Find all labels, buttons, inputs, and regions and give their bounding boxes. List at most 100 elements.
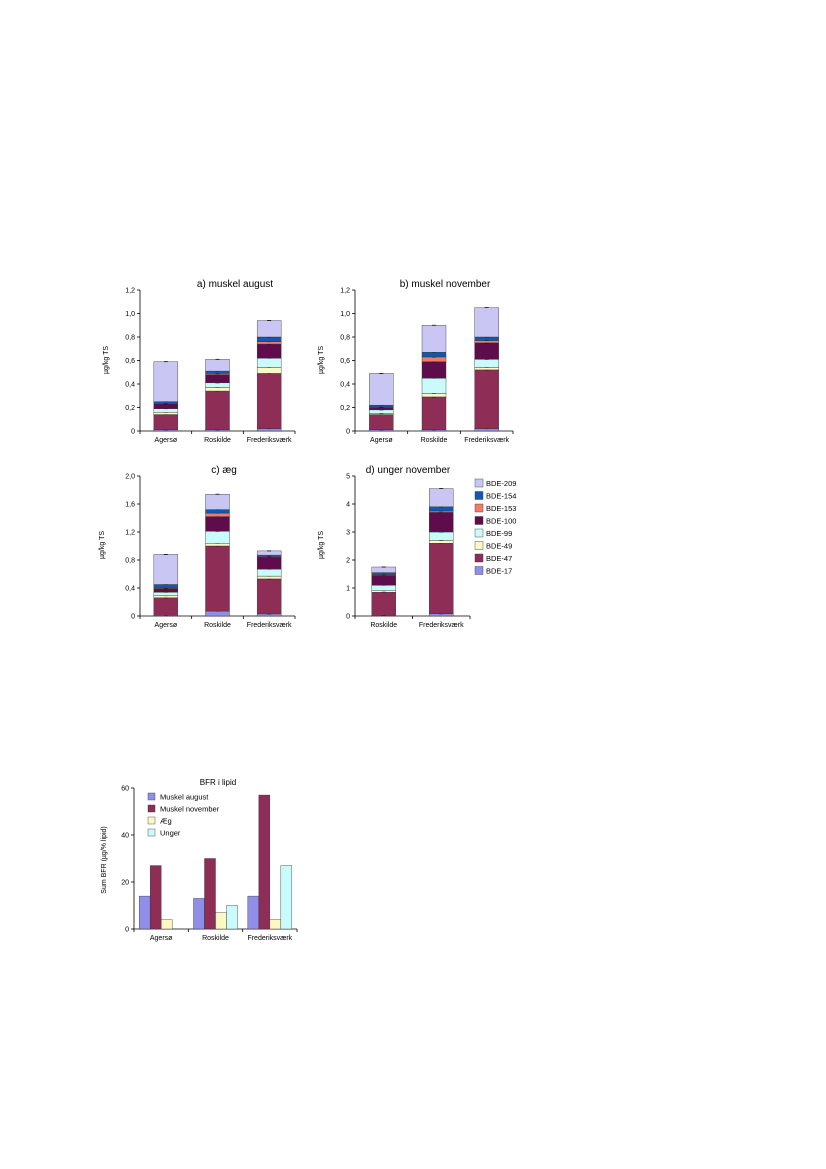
bar-segment-bde-154	[153, 584, 179, 589]
y-tick-label: 40	[121, 833, 129, 840]
bar-segment-bde-154	[256, 336, 282, 342]
bar-segment-bde-49	[429, 540, 454, 544]
legend-label: BDE-209	[486, 479, 516, 488]
y-tick-label: 0,2	[340, 405, 350, 412]
bar-muskel_november	[258, 794, 271, 930]
y-tick-label: 0,4	[125, 586, 135, 593]
bar-aeg	[269, 919, 282, 930]
y-axis-label: µg/kg TS	[318, 346, 325, 374]
bar-segment-bde-47	[153, 414, 179, 431]
bar-segment-bde-100	[429, 512, 454, 533]
bar-segment-bde-209	[205, 494, 230, 510]
bde-legend: BDE-209 BDE-154 BDE-153 BDE-100 BDE-99 BDE-49…	[474, 478, 516, 576]
bar-segment-bde-100	[153, 403, 179, 409]
legend-swatch-bde-209	[474, 478, 484, 488]
x-tick-label: Frederiksværk	[464, 437, 509, 444]
bar-segment-bde-209	[256, 320, 282, 338]
y-tick-label: 1,2	[125, 530, 135, 537]
legend-label: Muskel august	[160, 793, 209, 802]
legend-swatch-aeg	[147, 816, 156, 825]
x-tick-label: Roskilde	[204, 622, 231, 629]
bar-segment-bde-209	[153, 554, 179, 585]
legend-swatch-bde-100	[474, 516, 484, 525]
y-tick-label: 0	[131, 429, 135, 436]
y-tick-label: 0,8	[340, 335, 350, 342]
bar-segment-bde-49	[421, 393, 447, 398]
x-tick-label: Roskilde	[370, 622, 397, 629]
lipid-legend: Muskel august Muskel november Æg Unger	[147, 792, 220, 838]
legend-swatch-bde-17	[474, 566, 484, 575]
legend-swatch-unger	[147, 828, 156, 837]
chart-title: c) æg	[211, 465, 237, 476]
y-tick-label: 0	[131, 614, 135, 621]
bar-segment-bde-99	[205, 382, 230, 388]
y-tick-label: 0,4	[125, 382, 135, 389]
y-tick-label: 4	[346, 502, 350, 509]
y-tick-label: 2	[346, 558, 350, 565]
bar-segment-bde-154	[474, 336, 499, 341]
y-tick-label: 1	[346, 586, 350, 593]
legend-label: BDE-154	[486, 492, 516, 501]
legend-swatch-muskel_november	[147, 804, 156, 813]
legend-label: BDE-99	[486, 529, 512, 538]
bar-unger	[280, 865, 293, 930]
chart-title: d) unger november	[366, 465, 451, 476]
bar-segment-bde-99	[474, 359, 499, 368]
bar-aeg	[160, 919, 173, 930]
legend-label: Æg	[160, 817, 172, 826]
bar-segment-bde-47	[205, 390, 230, 431]
legend-swatch-muskel_august	[147, 792, 156, 801]
bar-segment-bde-47	[369, 414, 394, 431]
y-tick-label: 0	[346, 614, 350, 621]
legend-label: BDE-153	[486, 504, 516, 513]
bar-segment-bde-99	[421, 377, 447, 394]
chart-aeg: c) æg µg/kg TS 0 0,4 0,8 1,2 1,6 2,0 Agersø Ros…	[99, 465, 296, 629]
y-axis-label: µg/kg TS	[103, 346, 110, 374]
y-tick-label: 0,8	[125, 558, 135, 565]
bar-segment-bde-47	[256, 373, 282, 429]
legend-label: BDE-47	[486, 554, 512, 563]
bar-segment-bde-99	[371, 585, 396, 592]
chart-title: a) muskel august	[197, 279, 273, 290]
legend-swatch-bde-99	[474, 528, 484, 538]
x-tick-label: Frederiksværk	[419, 622, 464, 629]
y-tick-label: 2,0	[125, 474, 135, 481]
bar-segment-bde-209	[474, 307, 499, 338]
bar-segment-bde-47	[429, 543, 454, 614]
y-tick-label: 1,6	[125, 502, 135, 509]
bar-muskel_august	[247, 895, 260, 930]
y-tick-label: 20	[121, 880, 129, 887]
y-tick-label: 1,0	[125, 311, 135, 318]
x-tick-label: Roskilde	[421, 437, 448, 444]
legend-swatch-bde-153	[474, 503, 484, 513]
bar-segment-bde-99	[205, 531, 230, 544]
bar-segment-bde-47	[371, 592, 396, 616]
y-tick-label: 1,2	[340, 288, 350, 295]
bar-segment-bde-100	[371, 575, 396, 586]
bar-segment-bde-47	[474, 369, 499, 429]
bar-segment-bde-100	[256, 343, 282, 359]
y-tick-label: 5	[346, 474, 350, 481]
bar-segment-bde-209	[205, 359, 230, 372]
bar-segment-bde-99	[369, 409, 394, 414]
bar-segment-bde-49	[205, 543, 230, 547]
bar-segment-bde-100	[205, 516, 230, 532]
y-tick-label: 0,6	[125, 358, 135, 365]
bar-segment-bde-100	[256, 557, 282, 570]
bar-muskel_november	[149, 865, 162, 930]
x-tick-label: Frederiksværk	[247, 935, 292, 942]
y-tick-label: 0	[125, 927, 129, 934]
legend-swatch-bde-49	[474, 541, 484, 550]
y-tick-label: 0,4	[340, 382, 350, 389]
y-axis-label: Sum BFR (µg/% lipid)	[101, 826, 108, 893]
bar-segment-bde-47	[421, 396, 447, 431]
x-tick-label: Agersø	[155, 622, 178, 629]
bar-aeg	[215, 912, 227, 930]
bar-segment-bde-154	[205, 509, 230, 514]
bar-muskel_august	[193, 898, 205, 930]
bar-segment-bde-209	[153, 361, 179, 402]
bar-segment-bde-209	[256, 550, 282, 556]
y-axis-label: µg/kg TS	[318, 531, 325, 559]
y-tick-label: 0,8	[125, 335, 135, 342]
